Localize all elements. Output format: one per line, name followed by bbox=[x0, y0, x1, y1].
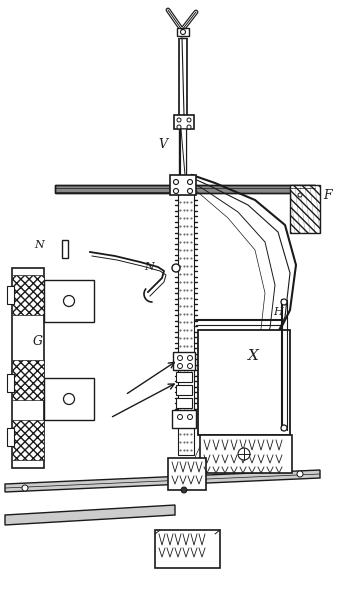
Circle shape bbox=[297, 471, 303, 477]
Bar bbox=[44, 378, 94, 420]
Text: G: G bbox=[33, 335, 43, 348]
Circle shape bbox=[64, 394, 75, 404]
Circle shape bbox=[181, 487, 187, 493]
Circle shape bbox=[178, 415, 183, 419]
Bar bbox=[155, 530, 220, 568]
Bar bbox=[200, 435, 292, 473]
Circle shape bbox=[187, 355, 193, 361]
Bar bbox=[12, 275, 44, 315]
Bar bbox=[55, 185, 315, 193]
Text: N: N bbox=[144, 262, 154, 272]
Bar bbox=[12, 268, 44, 468]
Text: V: V bbox=[158, 138, 167, 151]
Text: H: H bbox=[273, 307, 283, 317]
Bar bbox=[178, 175, 194, 455]
Circle shape bbox=[187, 415, 193, 419]
Bar bbox=[7, 428, 14, 446]
Circle shape bbox=[172, 264, 180, 272]
Circle shape bbox=[178, 355, 183, 361]
Bar bbox=[172, 410, 196, 428]
Circle shape bbox=[177, 125, 181, 129]
Bar bbox=[12, 420, 44, 460]
Polygon shape bbox=[5, 505, 175, 525]
Circle shape bbox=[173, 179, 179, 185]
Circle shape bbox=[187, 364, 193, 368]
Bar bbox=[176, 372, 192, 382]
Circle shape bbox=[281, 425, 287, 431]
Bar bbox=[173, 352, 195, 370]
Bar bbox=[176, 385, 192, 395]
Bar bbox=[174, 115, 194, 129]
Circle shape bbox=[173, 188, 179, 193]
Text: N: N bbox=[34, 240, 44, 250]
Bar bbox=[170, 175, 196, 195]
Circle shape bbox=[178, 364, 183, 368]
Bar bbox=[168, 458, 206, 490]
Circle shape bbox=[281, 299, 287, 305]
Circle shape bbox=[187, 125, 191, 129]
Text: X: X bbox=[248, 349, 259, 363]
Circle shape bbox=[238, 448, 250, 460]
Bar bbox=[12, 360, 44, 400]
Bar bbox=[55, 185, 315, 193]
Bar bbox=[62, 240, 68, 258]
Circle shape bbox=[64, 295, 75, 307]
Bar bbox=[198, 330, 290, 435]
Circle shape bbox=[22, 485, 28, 491]
Circle shape bbox=[187, 118, 191, 122]
Circle shape bbox=[177, 118, 181, 122]
Circle shape bbox=[187, 179, 193, 185]
Bar bbox=[7, 374, 14, 392]
Bar bbox=[44, 280, 94, 322]
Bar bbox=[7, 286, 14, 304]
Bar bbox=[176, 398, 192, 408]
Circle shape bbox=[298, 193, 302, 197]
Circle shape bbox=[181, 29, 185, 34]
Bar bbox=[177, 28, 189, 36]
Bar bbox=[290, 185, 320, 233]
Circle shape bbox=[187, 188, 193, 193]
Polygon shape bbox=[5, 470, 320, 492]
Text: F: F bbox=[323, 189, 332, 202]
